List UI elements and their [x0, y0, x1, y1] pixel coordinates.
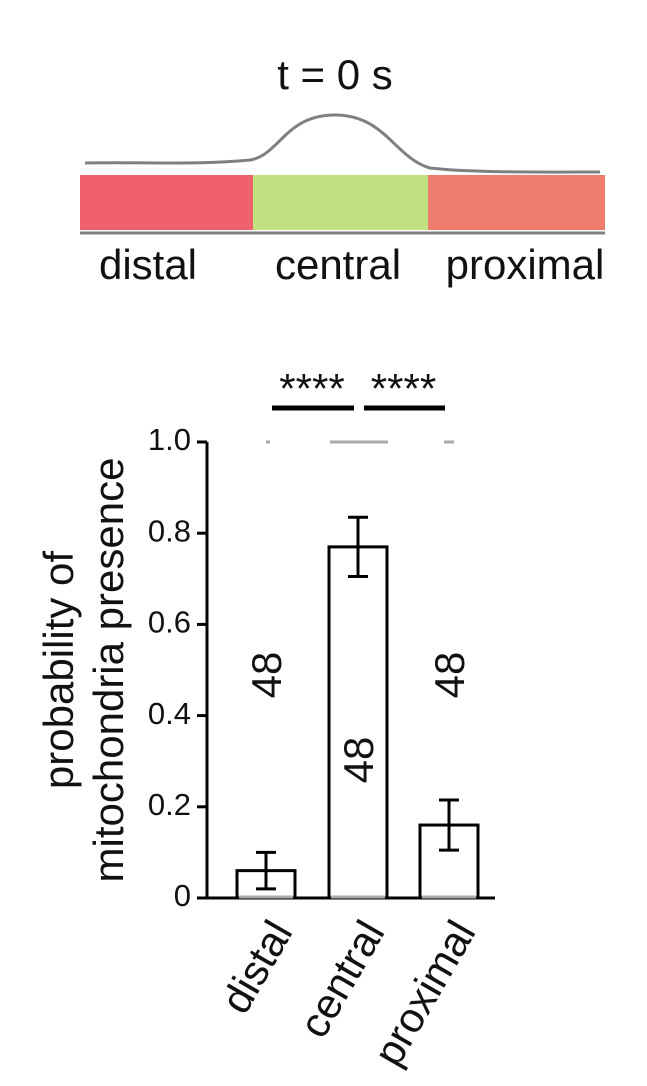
segment-central	[253, 175, 428, 230]
n-label: 48	[243, 652, 290, 699]
n-label: 48	[426, 652, 473, 699]
significance-label: ****	[279, 365, 344, 412]
y-tick-label: 1.0	[148, 422, 191, 457]
n-label: 48	[335, 737, 382, 784]
segment-proximal	[428, 175, 605, 230]
y-tick-label: 0.2	[148, 787, 191, 822]
y-tick-label: 0.8	[148, 513, 191, 548]
segment-label: proximal	[446, 241, 605, 288]
x-tick-label-group: distal	[212, 913, 302, 1021]
error-bar	[256, 850, 276, 891]
segment-label: central	[275, 241, 401, 288]
profile-curve	[84, 113, 601, 174]
x-tick-label: distal	[212, 913, 302, 1021]
y-tick-label: 0	[174, 878, 191, 913]
y-tick-label: 0.6	[148, 605, 191, 640]
y-tick-label: 0.4	[148, 696, 191, 731]
n-label-group: 48	[335, 737, 382, 784]
bar	[327, 545, 389, 900]
n-label-group: 48	[426, 652, 473, 699]
segment-label: distal	[99, 241, 197, 288]
y-axis-label: probability of	[35, 551, 82, 789]
error-bar	[439, 798, 459, 852]
n-label-group: 48	[243, 652, 290, 699]
significance-label: ****	[371, 365, 436, 412]
error-bar	[348, 515, 368, 579]
segment-distal	[80, 175, 253, 230]
schematic-title: t = 0 s	[277, 51, 393, 98]
y-axis-label: mitochondria presence	[85, 458, 132, 883]
